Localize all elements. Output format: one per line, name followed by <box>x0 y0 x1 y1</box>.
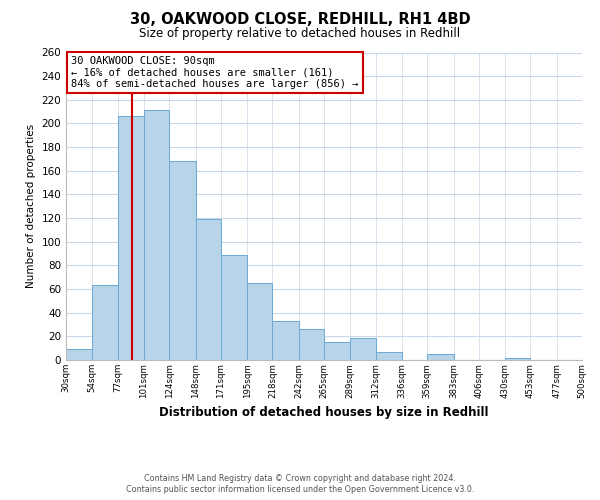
Bar <box>221 254 247 360</box>
Text: 30, OAKWOOD CLOSE, REDHILL, RH1 4BD: 30, OAKWOOD CLOSE, REDHILL, RH1 4BD <box>130 12 470 28</box>
Bar <box>247 283 272 360</box>
Bar <box>92 286 118 360</box>
Bar <box>196 220 221 360</box>
Y-axis label: Number of detached properties: Number of detached properties <box>26 124 36 288</box>
Bar <box>144 110 169 360</box>
Text: 30 OAKWOOD CLOSE: 90sqm
← 16% of detached houses are smaller (161)
84% of semi-d: 30 OAKWOOD CLOSE: 90sqm ← 16% of detache… <box>71 56 359 89</box>
Text: Contains HM Land Registry data © Crown copyright and database right 2024.
Contai: Contains HM Land Registry data © Crown c… <box>126 474 474 494</box>
Bar <box>350 338 376 360</box>
Bar <box>427 354 454 360</box>
Bar <box>299 329 324 360</box>
Text: Size of property relative to detached houses in Redhill: Size of property relative to detached ho… <box>139 28 461 40</box>
Bar <box>505 358 530 360</box>
Bar <box>324 342 350 360</box>
X-axis label: Distribution of detached houses by size in Redhill: Distribution of detached houses by size … <box>159 406 489 419</box>
Bar <box>118 116 144 360</box>
Bar <box>169 162 196 360</box>
Bar <box>66 350 92 360</box>
Bar <box>376 352 402 360</box>
Bar <box>272 321 299 360</box>
